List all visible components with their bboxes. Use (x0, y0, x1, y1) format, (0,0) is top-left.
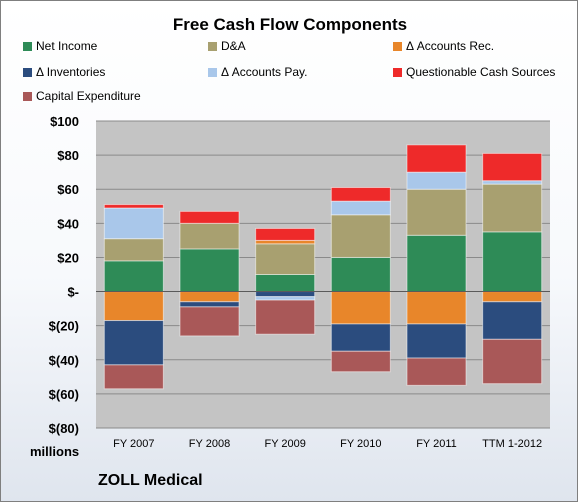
y-tick-label: $100 (50, 114, 79, 129)
legend-label: Δ Inventories (36, 65, 106, 79)
bar-segment (330, 200, 391, 216)
legend-swatch (23, 68, 32, 77)
bar-segment (179, 248, 240, 293)
bar-segment (330, 350, 391, 373)
bar-segment (255, 296, 316, 301)
bar-segment (103, 204, 164, 209)
bar-segment (482, 231, 543, 293)
bar-segment (406, 323, 467, 359)
bar-segment (406, 144, 467, 173)
company-name: ZOLL Medical (98, 472, 203, 489)
bar-segment (103, 320, 164, 366)
bar-segment (255, 239, 316, 245)
bar-segment (482, 180, 543, 185)
bar-segment (330, 187, 391, 202)
legend-item-net-income: Net Income (23, 39, 97, 53)
bar-segment (406, 357, 467, 386)
y-axis-unit-label: millions (30, 444, 80, 459)
y-tick-label: $(40) (49, 353, 79, 368)
legend-swatch (393, 68, 402, 77)
bar-segment (103, 238, 164, 262)
legend-item-da: D&A (208, 39, 246, 53)
legend-item-accounts-pay: Δ Accounts Pay. (208, 65, 308, 79)
legend-item-questionable-cash: Questionable Cash Sources (393, 65, 555, 79)
bar-segment (406, 188, 467, 236)
bar-segment (179, 291, 240, 303)
legend-swatch (208, 42, 217, 51)
bar-segment (330, 214, 391, 258)
bar-segment (103, 364, 164, 390)
bar-segment (103, 291, 164, 322)
bar-segment (103, 260, 164, 293)
legend-swatch (23, 92, 32, 101)
bar-segment (179, 222, 240, 250)
bar-segment (482, 183, 543, 233)
legend-item-capital-expenditure: Capital Expenditure (23, 89, 141, 103)
bar-segment (482, 291, 543, 303)
x-tick-label: FY 2008 (189, 438, 230, 450)
bar-segment (330, 256, 391, 293)
plot-area (96, 121, 550, 428)
x-tick-label: FY 2010 (340, 438, 381, 450)
legend-label: Capital Expenditure (36, 89, 141, 103)
chart-title: Free Cash Flow Components (172, 15, 408, 34)
y-tick-label: $80 (57, 148, 79, 163)
bar-segment (255, 291, 316, 298)
x-tick-label: FY 2009 (264, 438, 305, 450)
bar-segment (255, 227, 316, 241)
y-tick-label: $- (67, 285, 79, 300)
legend-label: D&A (221, 39, 246, 53)
x-tick-label: TTM 1-2012 (482, 438, 542, 450)
bar-segment (482, 301, 543, 340)
bar-segment (255, 243, 316, 276)
bar-segment (330, 323, 391, 352)
bar-segment (482, 152, 543, 182)
bar-segment (179, 301, 240, 308)
y-tick-label: $(60) (49, 387, 79, 402)
y-tick-label: $20 (57, 250, 79, 265)
bar-segment (406, 234, 467, 293)
legend-label: Δ Accounts Rec. (406, 39, 495, 53)
legend-swatch (393, 42, 402, 51)
y-tick-label: $40 (57, 216, 79, 231)
bar-segment (406, 291, 467, 325)
bar-segment (179, 210, 240, 224)
bar-segment (179, 306, 240, 337)
legend-swatch (208, 68, 217, 77)
bar-segment (255, 299, 316, 335)
legend-swatch (23, 42, 32, 51)
bar-segment (406, 171, 467, 190)
legend-label: Net Income (36, 39, 98, 53)
legend-item-inventories: Δ Inventories (23, 65, 105, 79)
x-tick-label: FY 2011 (416, 438, 457, 450)
y-tick-label: $(20) (49, 319, 79, 334)
legend-label: Questionable Cash Sources (406, 65, 556, 79)
bar-segment (255, 274, 316, 293)
y-tick-label: $(80) (49, 421, 79, 436)
bar-segment (482, 338, 543, 385)
legend-label: Δ Accounts Pay. (221, 65, 308, 79)
y-tick-label: $60 (57, 182, 79, 197)
bar-segment (330, 291, 391, 325)
legend-item-accounts-rec: Δ Accounts Rec. (393, 39, 494, 53)
x-tick-label: FY 2007 (113, 438, 154, 450)
bar-segment (103, 207, 164, 240)
